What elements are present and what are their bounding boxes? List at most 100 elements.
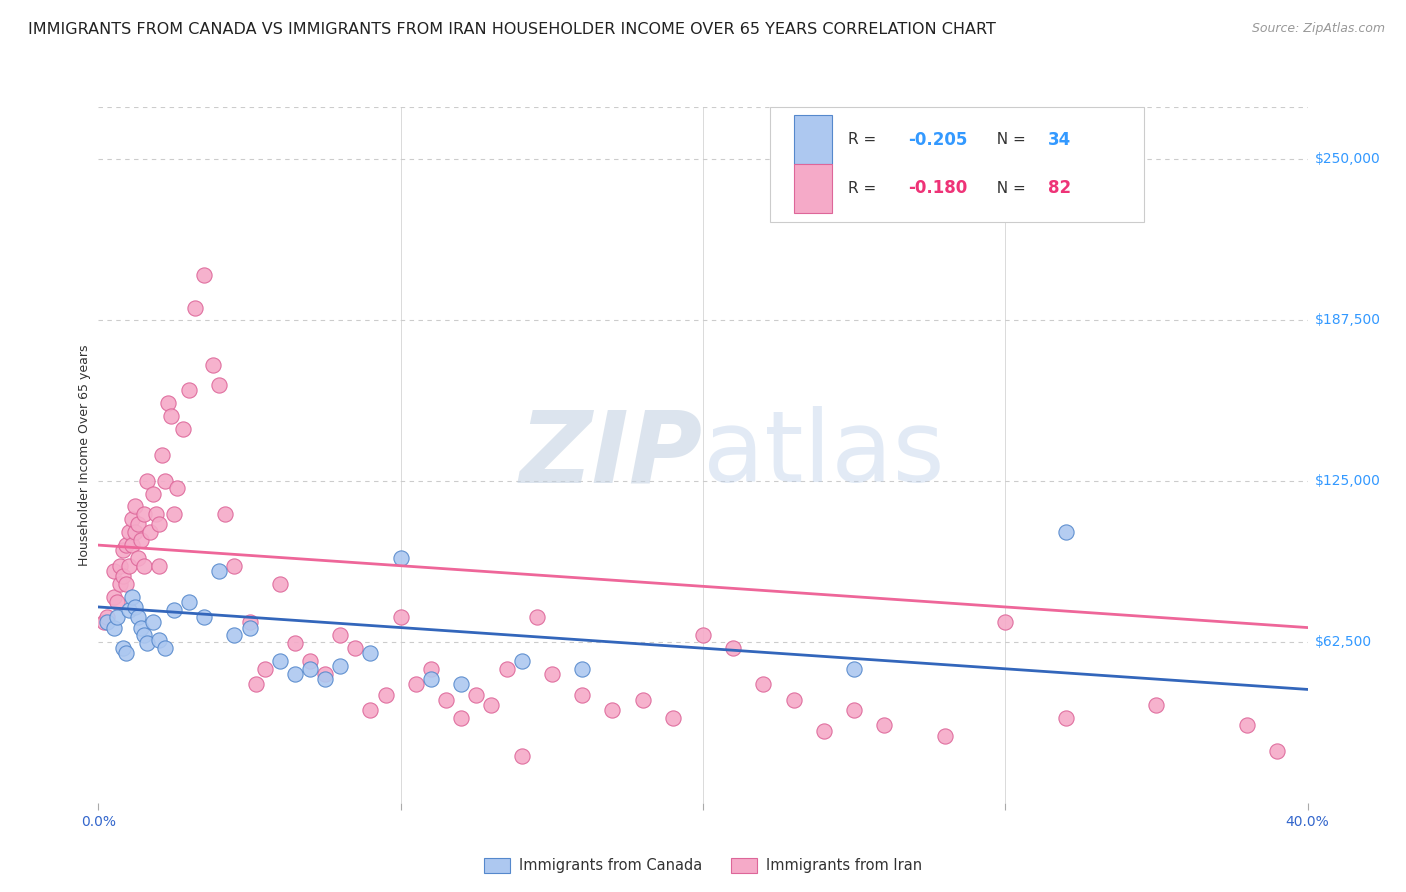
Point	[526, 610, 548, 624]
Point	[111, 569, 134, 583]
Point	[420, 672, 443, 686]
Text: ZIP: ZIP	[520, 407, 703, 503]
Point	[224, 558, 246, 573]
Point	[994, 615, 1017, 630]
Point	[329, 659, 352, 673]
Point	[723, 641, 745, 656]
Point	[202, 358, 225, 372]
Point	[934, 729, 956, 743]
Point	[208, 564, 231, 578]
Point	[692, 628, 714, 642]
Point	[389, 551, 412, 566]
Point	[284, 636, 307, 650]
Point	[135, 636, 157, 650]
Point	[103, 564, 125, 578]
Point	[314, 667, 336, 681]
Point	[405, 677, 427, 691]
Point	[1267, 744, 1289, 758]
Point	[111, 543, 134, 558]
Point	[96, 615, 118, 630]
Point	[844, 703, 866, 717]
Point	[96, 610, 118, 624]
Text: R =: R =	[848, 132, 882, 147]
FancyBboxPatch shape	[769, 107, 1144, 222]
Point	[193, 610, 215, 624]
Text: $125,000: $125,000	[1315, 474, 1381, 488]
Point	[132, 507, 155, 521]
Point	[1236, 718, 1258, 732]
Point	[420, 662, 443, 676]
FancyBboxPatch shape	[794, 164, 832, 213]
Point	[153, 641, 176, 656]
Point	[163, 602, 186, 616]
Point	[108, 558, 131, 573]
Point	[184, 301, 207, 315]
Point	[179, 384, 201, 398]
Text: $187,500: $187,500	[1315, 312, 1381, 326]
Point	[269, 576, 291, 591]
Point	[1054, 525, 1077, 540]
Point	[142, 615, 165, 630]
Point	[103, 590, 125, 604]
Point	[153, 474, 176, 488]
Point	[114, 538, 136, 552]
Point	[344, 641, 367, 656]
Point	[239, 621, 262, 635]
Point	[510, 749, 533, 764]
Point	[114, 646, 136, 660]
Text: 34: 34	[1047, 131, 1071, 149]
Point	[148, 558, 170, 573]
Point	[156, 396, 179, 410]
Point	[121, 538, 143, 552]
Point	[329, 628, 352, 642]
Point	[150, 448, 173, 462]
Point	[118, 558, 141, 573]
Point	[127, 610, 149, 624]
Point	[602, 703, 624, 717]
Point	[540, 667, 562, 681]
Point	[360, 646, 382, 660]
Point	[103, 621, 125, 635]
Point	[495, 662, 517, 676]
Point	[450, 677, 472, 691]
Point	[108, 576, 131, 591]
Point	[224, 628, 246, 642]
Point	[132, 558, 155, 573]
Point	[1054, 711, 1077, 725]
Text: R =: R =	[848, 181, 882, 196]
Point	[434, 692, 457, 706]
Point	[299, 654, 322, 668]
Text: $62,500: $62,500	[1315, 635, 1372, 648]
Point	[389, 610, 412, 624]
Text: N =: N =	[987, 132, 1031, 147]
Point	[118, 525, 141, 540]
Point	[450, 711, 472, 725]
Point	[93, 615, 115, 630]
Point	[172, 422, 194, 436]
Point	[284, 667, 307, 681]
Point	[314, 672, 336, 686]
Point	[132, 628, 155, 642]
Point	[111, 641, 134, 656]
Point	[752, 677, 775, 691]
Point	[145, 507, 167, 521]
Point	[269, 654, 291, 668]
Point	[124, 525, 146, 540]
Point	[163, 507, 186, 521]
Text: N =: N =	[987, 181, 1031, 196]
Y-axis label: Householder Income Over 65 years: Householder Income Over 65 years	[79, 344, 91, 566]
Text: $250,000: $250,000	[1315, 152, 1381, 166]
Point	[129, 533, 152, 547]
Point	[179, 595, 201, 609]
Point	[253, 662, 276, 676]
Point	[193, 268, 215, 282]
Point	[813, 723, 835, 738]
Point	[661, 711, 683, 725]
Point	[148, 517, 170, 532]
Point	[124, 599, 146, 614]
Point	[105, 595, 128, 609]
Point	[1144, 698, 1167, 712]
Point	[127, 551, 149, 566]
Point	[160, 409, 183, 424]
Point	[481, 698, 503, 712]
